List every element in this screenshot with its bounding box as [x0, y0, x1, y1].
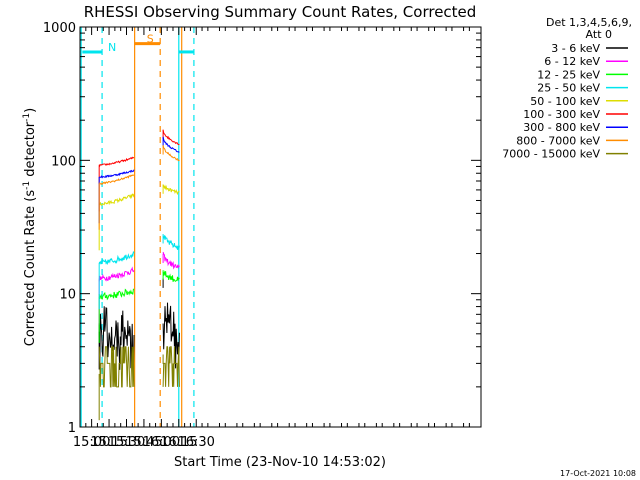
attenuator-state: Att 0 — [586, 28, 612, 41]
series-line — [162, 145, 180, 162]
legend-label: 300 - 800 keV — [523, 121, 600, 134]
chart-title: RHESSI Observing Summary Count Rates, Co… — [84, 3, 477, 21]
series-line — [162, 302, 180, 369]
series-line — [162, 235, 180, 250]
legend-label: 50 - 100 keV — [530, 95, 600, 108]
orbit-flags: NS — [82, 33, 194, 54]
series-line — [98, 288, 135, 301]
detector-list: Det 1,3,4,5,6,9, — [546, 16, 632, 29]
series-line — [99, 174, 135, 186]
plot-frame — [79, 26, 482, 428]
legend-label: 25 - 50 keV — [537, 82, 600, 95]
series-line — [98, 156, 135, 168]
y-tick-label: 10 — [59, 288, 76, 303]
series-line — [162, 136, 180, 153]
legend-label: 7000 - 15000 keV — [502, 148, 600, 161]
x-tick-label: 15:45 — [125, 435, 162, 450]
series-group — [98, 129, 180, 421]
x-axis-label: Start Time (23-Nov-10 14:53:02) — [174, 455, 386, 470]
y-axis: 1 10 100 1000 — [43, 21, 481, 436]
x-tick-label: 15:00 — [73, 435, 110, 450]
marker-lines — [80, 27, 195, 427]
legend-label: 800 - 7000 keV — [516, 134, 600, 147]
legend-label: 6 - 12 keV — [544, 55, 600, 68]
series-line — [98, 306, 135, 373]
y-tick-label: 1000 — [43, 21, 76, 36]
flag-label: N — [108, 41, 116, 54]
series-line — [162, 270, 180, 282]
series-line — [162, 129, 180, 145]
x-tick-label: 15:30 — [108, 435, 145, 450]
series-line — [98, 251, 135, 265]
x-tick-label: 16:15 — [160, 435, 197, 450]
series-line — [99, 193, 135, 206]
series-line — [98, 346, 135, 388]
legend-label: 12 - 25 keV — [537, 68, 600, 81]
legend-label: 3 - 6 keV — [551, 42, 600, 55]
series-line — [99, 169, 135, 179]
legend-label: 100 - 300 keV — [523, 108, 600, 121]
x-tick-label: 16:30 — [177, 435, 214, 450]
x-tick-label: 16:00 — [143, 435, 180, 450]
y-tick-label: 1 — [68, 421, 76, 436]
series-line — [162, 346, 180, 387]
y-axis-label: Corrected Count Rate (s-1 detector-1) — [22, 108, 38, 346]
series-line — [162, 184, 180, 196]
series-line — [98, 266, 135, 282]
x-tick-label: 15:15 — [90, 435, 127, 450]
date-stamp: 17-Oct-2021 10:08 — [560, 469, 636, 478]
series-line — [162, 251, 180, 270]
flag-label: S — [147, 33, 154, 46]
y-tick-label: 100 — [51, 154, 76, 169]
